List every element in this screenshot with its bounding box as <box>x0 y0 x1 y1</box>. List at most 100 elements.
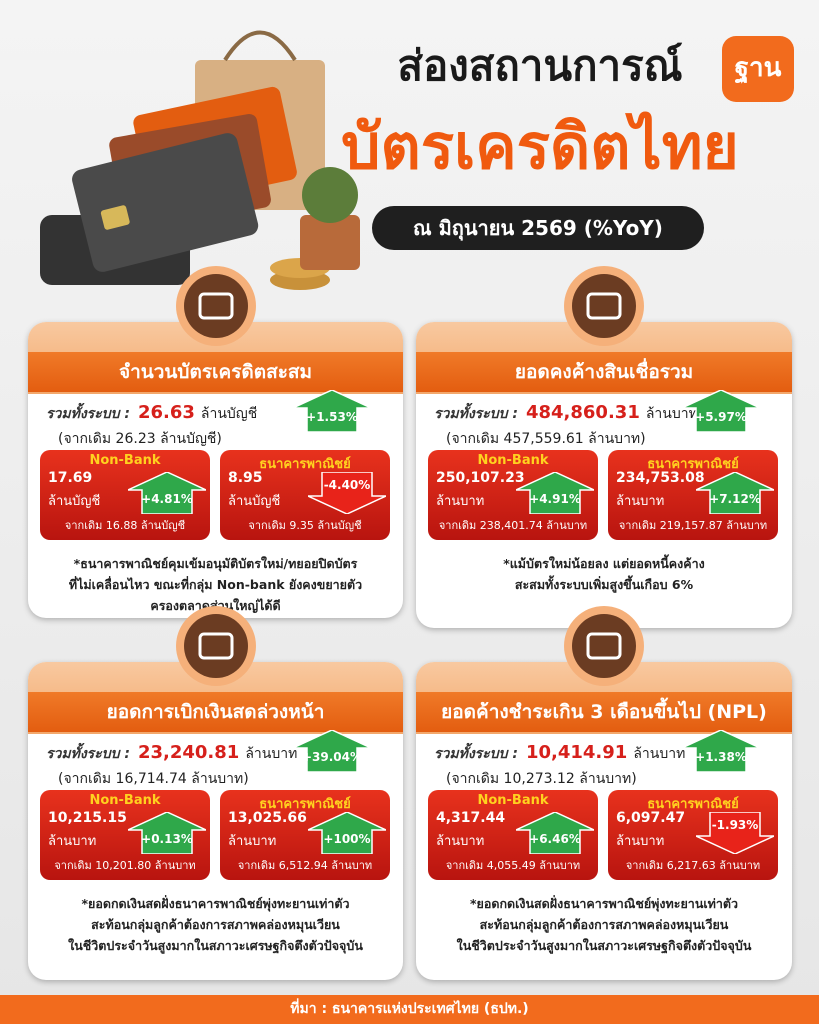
panel: ยอดการเบิกเงินสดล่วงหน้า รวมทั้งระบบ : 23,… <box>28 662 403 980</box>
panel: ยอดค้างชำระเกิน 3 เดือนขึ้นไป (NPL) รวมทั… <box>416 662 792 980</box>
group-previous: จากเดิม 6,512.94 ล้านบาท <box>237 859 373 872</box>
group-box: Non-Bank 17.69 ล้านบัญชี +4.81% จากเดิม 16.8… <box>40 450 210 540</box>
change-arrow: +0.13% <box>127 811 207 855</box>
group-name: Non-Bank <box>477 793 549 808</box>
panel: ยอดคงค้างสินเชื่อรวม รวมทั้งระบบ : 484,860… <box>416 322 792 628</box>
group-value: 6,097.47 <box>616 810 686 826</box>
change-value: +4.91% <box>529 492 581 506</box>
total-unit: ล้านบาท <box>633 746 686 762</box>
change-arrow: +4.91% <box>515 471 595 515</box>
change-value: +5.97% <box>695 410 747 424</box>
icon-circle <box>183 614 248 678</box>
group-previous: จากเดิม 4,055.49 ล้านบาท <box>445 859 581 872</box>
icon-glyph <box>198 632 233 660</box>
panel-title: ยอดการเบิกเงินสดล่วงหน้า <box>28 692 403 732</box>
group-unit: ล้านบัญชี <box>228 494 281 509</box>
group-name: Non-Bank <box>477 453 549 468</box>
note-line: ที่ไม่เคลื่อนไหว ขณะที่กลุ่ม Non-bank ยั… <box>68 577 363 592</box>
total-unit: ล้านบัญชี <box>200 406 258 422</box>
change-arrow: -4.40% <box>307 471 387 515</box>
change-value: +7.12% <box>709 492 761 506</box>
icon-circle <box>572 274 636 338</box>
group-previous: จากเดิม 10,201.80 ล้านบาท <box>54 859 196 872</box>
change-value: +39.04% <box>301 750 363 764</box>
change-value: +1.38% <box>695 750 747 764</box>
card-chip <box>100 205 130 230</box>
group-name: ธนาคารพาณิชย์ <box>259 797 351 812</box>
group-unit: ล้านบาท <box>436 494 485 509</box>
group-unit: ล้านบาท <box>228 834 277 849</box>
title-line-1: ส่องสถานการณ์ <box>397 41 682 90</box>
note-line: ในชีวิตประจำวันสูงมากในสภาวะเศรษฐกิจตึงต… <box>456 938 752 953</box>
icon-circle <box>572 614 636 678</box>
group-box: Non-Bank 4,317.44 ล้านบาท +6.46% จากเดิม 4,0… <box>428 790 598 880</box>
group-value: 13,025.66 <box>228 810 307 826</box>
group-previous: จากเดิม 9.35 ล้านบัญชี <box>248 519 362 532</box>
change-arrow: +39.04% <box>292 729 372 773</box>
total-value: 26.63 <box>137 402 195 423</box>
total-row: รวมทั้งระบบ : 484,860.31 ล้านบาท <box>434 402 698 425</box>
icon-circle <box>183 274 248 338</box>
change-value: -1.93% <box>711 818 759 832</box>
panel-icon <box>564 266 644 346</box>
total-row: รวมทั้งระบบ : 23,240.81 ล้านบาท <box>46 742 297 765</box>
group-previous: จากเดิม 16.88 ล้านบัญชี <box>64 519 186 532</box>
plant <box>302 167 358 223</box>
note-line: สะท้อนกลุ่มลูกค้าต้องการสภาพคล่องหมุนเวี… <box>479 917 729 932</box>
title-line-2: บัตรเครดิตไทย <box>341 110 739 183</box>
subtitle-pill <box>372 206 704 250</box>
total-unit: ล้านบาท <box>645 406 698 422</box>
total-previous: (จากเดิม 16,714.74 ล้านบาท) <box>58 771 249 787</box>
change-arrow: +1.53% <box>292 389 372 433</box>
group-previous: จากเดิม 219,157.87 ล้านบาท <box>618 519 768 532</box>
total-row: รวมทั้งระบบ : 26.63 ล้านบัญชี <box>46 402 257 425</box>
total-row: รวมทั้งระบบ : 10,414.91 ล้านบาท <box>434 742 685 765</box>
group-value: 250,107.23 <box>436 470 525 486</box>
group-value: 4,317.44 <box>436 810 506 826</box>
group-name: Non-Bank <box>89 453 161 468</box>
arrow-shape <box>307 471 387 515</box>
total-value: 23,240.81 <box>137 742 240 763</box>
change-arrow: +5.97% <box>681 389 761 433</box>
footer: ที่มา : ธนาคารแห่งประเทศไทย (ธปท.) <box>0 995 819 1024</box>
panel: จำนวนบัตรเครดิตสะสมรวมทั้งระบบ : 26.63 ล้า… <box>28 322 403 618</box>
total-label: รวมทั้งระบบ : <box>434 406 518 422</box>
change-value: +6.46% <box>529 832 581 846</box>
logo-box <box>722 36 794 102</box>
group-name: ธนาคารพาณิชย์ <box>647 797 739 812</box>
group-unit: ล้านบัญชี <box>48 494 101 509</box>
group-value: 10,215.15 <box>48 810 127 826</box>
total-previous: (จากเดิม 26.23 ล้านบัญชี) <box>58 431 222 447</box>
change-value: -4.40% <box>323 478 371 492</box>
total-previous: (จากเดิม 10,273.12 ล้านบาท) <box>446 771 637 787</box>
change-arrow: +4.81% <box>127 471 207 515</box>
total-value: 484,860.31 <box>525 402 640 423</box>
note-line: *ยอดกดเงินสดฝั่งธนาคารพาณิชย์พุ่งทะยานเท… <box>469 896 739 911</box>
group-box: ธนาคารพาณิชย์ 8.95 ล้านบัญชี -4.40% จากเดิม … <box>220 450 390 540</box>
change-arrow: +100% <box>307 811 387 855</box>
note-line: *ยอดกดเงินสดฝั่งธนาคารพาณิชย์พุ่งทะยานเท… <box>81 896 350 911</box>
change-arrow: +6.46% <box>515 811 595 855</box>
note-line: สะสมทั้งระบบเพิ่มสูงขึ้นเกือบ 6% <box>514 577 694 592</box>
note-line: *แม้บัตรใหม่น้อยลง แต่ยอดหนี้คงค้าง <box>503 556 705 571</box>
group-previous: จากเดิม 6,217.63 ล้านบาท <box>625 859 761 872</box>
subtitle: ณ มิถุนายน 2569 (%YoY) <box>413 216 663 241</box>
panel-title: จำนวนบัตรเครดิตสะสม <box>28 352 403 392</box>
total-unit: ล้านบาท <box>245 746 298 762</box>
group-previous: จากเดิม 238,401.74 ล้านบาท <box>438 519 588 532</box>
bag-handle <box>223 30 297 62</box>
group-name: ธนาคารพาณิชย์ <box>647 457 739 472</box>
note-line: *ธนาคารพาณิชย์คุมเข้มอนุมัติบัตรใหม่/ทยอ… <box>73 556 358 571</box>
panel-icon <box>175 266 256 346</box>
total-label: รวมทั้งระบบ : <box>434 746 518 762</box>
note-line: ในชีวิตประจำวันสูงมากในสภาวะเศรษฐกิจตึงต… <box>68 938 363 953</box>
total-label: รวมทั้งระบบ : <box>46 406 130 422</box>
change-arrow: -1.93% <box>695 811 775 855</box>
group-unit: ล้านบาท <box>48 834 97 849</box>
total-previous: (จากเดิม 457,559.61 ล้านบาท) <box>446 431 646 447</box>
arrow-body <box>307 471 387 515</box>
arrow-shape <box>695 811 775 855</box>
change-value: +1.53% <box>306 410 358 424</box>
group-box: ธนาคารพาณิชย์ 234,753.08 ล้านบาท +7.12% จากเ… <box>608 450 778 540</box>
change-value: +0.13% <box>141 832 193 846</box>
